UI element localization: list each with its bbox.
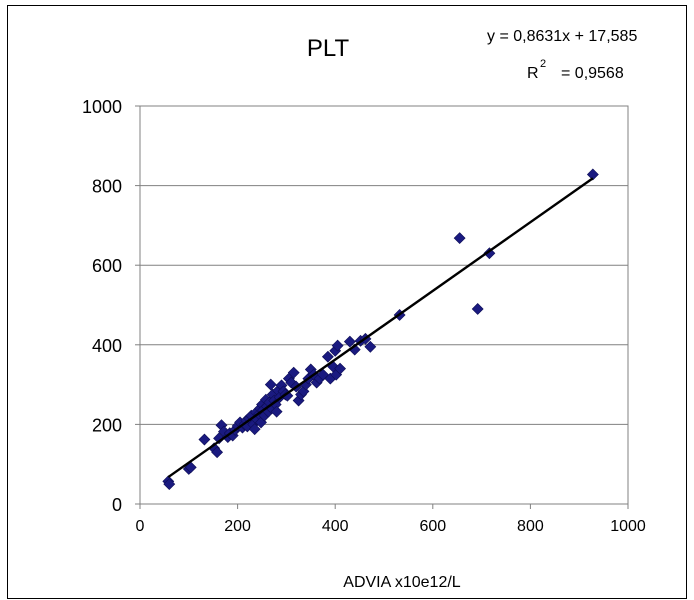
data-point bbox=[287, 366, 300, 379]
y-tick-label: 400 bbox=[92, 336, 122, 356]
data-point bbox=[321, 350, 334, 363]
x-tick-label: 600 bbox=[419, 518, 446, 535]
data-point bbox=[586, 168, 599, 181]
data-point bbox=[471, 303, 484, 315]
y-tick-label: 1000 bbox=[82, 97, 122, 117]
y-tick-label: 800 bbox=[92, 177, 122, 197]
y-tick-label: 0 bbox=[112, 495, 122, 515]
trendline bbox=[167, 177, 594, 479]
data-point bbox=[331, 339, 344, 352]
data-point bbox=[334, 362, 347, 375]
data-point bbox=[343, 335, 356, 348]
data-point bbox=[453, 232, 466, 245]
data-point bbox=[198, 433, 211, 446]
data-point bbox=[364, 340, 377, 353]
x-tick-label: 1000 bbox=[610, 518, 646, 535]
x-tick-label: 400 bbox=[322, 518, 349, 535]
data-point bbox=[281, 389, 294, 402]
gridlines bbox=[140, 185, 628, 425]
y-tick-label: 200 bbox=[92, 415, 122, 435]
r-squared-value: = 0,9568 bbox=[561, 65, 624, 82]
r-squared-label: R bbox=[527, 65, 539, 82]
data-point bbox=[163, 478, 176, 491]
x-axis-label: ADVIA x10e12/L bbox=[343, 574, 461, 591]
r-squared-superscript: 2 bbox=[540, 58, 546, 70]
data-point bbox=[211, 446, 224, 459]
x-tick-label: 800 bbox=[517, 518, 544, 535]
data-point bbox=[264, 378, 277, 391]
x-tick-labels: 0 200 400 600 800 1000 bbox=[136, 504, 646, 535]
data-points bbox=[162, 168, 599, 491]
plot-area bbox=[139, 105, 629, 505]
data-point bbox=[248, 423, 261, 436]
chart-frame bbox=[7, 5, 687, 599]
chart-title: PLT bbox=[307, 35, 350, 62]
data-point bbox=[270, 405, 283, 418]
x-tick-label: 200 bbox=[224, 518, 251, 535]
x-tick-label: 0 bbox=[136, 518, 145, 535]
y-tick-labels: 0 200 400 600 800 1000 bbox=[82, 97, 140, 515]
trendline-equation: y = 0,8631x + 17,585 bbox=[487, 28, 637, 45]
y-tick-label: 600 bbox=[92, 256, 122, 276]
